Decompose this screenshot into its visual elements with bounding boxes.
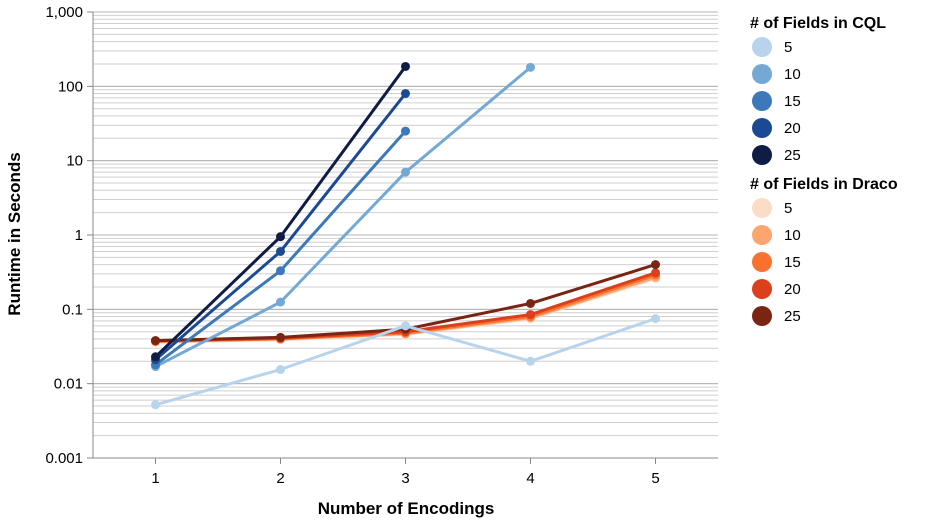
legend-label: 10	[784, 66, 801, 83]
legend-label: 5	[784, 200, 792, 217]
y-tick-label: 10	[66, 153, 83, 170]
series--of-fields-in-cql15	[151, 126, 410, 370]
data-point	[151, 400, 160, 410]
legend-label: 15	[784, 254, 801, 271]
y-tick-label: 0.001	[45, 450, 83, 467]
series-line	[154, 65, 532, 369]
y-tick-label: 0.1	[62, 301, 83, 318]
legend-swatch	[752, 145, 772, 165]
legend-label: 25	[784, 308, 801, 325]
legend-swatch	[752, 37, 772, 57]
series--of-fields-in-cql20	[151, 89, 410, 365]
legend-title: # of Fields in Draco	[750, 176, 898, 193]
data-point	[526, 298, 535, 308]
data-point	[276, 365, 285, 375]
data-point	[651, 268, 660, 278]
legend-swatch	[752, 91, 772, 111]
legend-label: 20	[784, 120, 801, 137]
series--of-fields-in-cql5	[151, 314, 660, 410]
legend-label: 5	[784, 39, 792, 56]
series--of-fields-in-cql25	[151, 61, 410, 362]
data-point	[526, 356, 535, 366]
x-tick-label: 2	[276, 470, 284, 487]
y-tick-label: 0.01	[54, 376, 83, 393]
legend-label: 15	[784, 93, 801, 110]
legend-swatch	[752, 198, 772, 218]
legend-swatch	[752, 306, 772, 326]
data-point	[401, 61, 410, 71]
y-axis-title: Runtime in Seconds	[5, 152, 24, 315]
legends: # of Fields in CQL 5 10 15 20 25 # of Fields i…	[750, 15, 898, 326]
y-tick-label: 100	[58, 78, 83, 95]
x-axis-title: Number of Encodings	[318, 499, 495, 518]
legend-label: 20	[784, 281, 801, 298]
legend-swatch	[752, 252, 772, 272]
legend-label: 25	[784, 147, 801, 164]
data-point	[401, 89, 410, 99]
data-point	[401, 167, 410, 177]
data-point	[526, 62, 535, 72]
data-point	[276, 297, 285, 307]
data-point	[401, 321, 410, 331]
data-point	[151, 336, 160, 346]
data-point	[401, 126, 410, 136]
series-lines	[151, 61, 660, 410]
data-point	[276, 232, 285, 242]
x-tick-label: 5	[651, 470, 659, 487]
legend-swatch	[752, 118, 772, 138]
x-tick-label: 4	[526, 470, 534, 487]
y-tick-label: 1	[75, 227, 83, 244]
data-point	[651, 260, 660, 270]
legend-label: 10	[784, 227, 801, 244]
legend-swatch	[752, 225, 772, 245]
grid-lines	[93, 11, 718, 459]
x-tick-label: 1	[151, 470, 159, 487]
data-point	[276, 266, 285, 276]
data-point	[276, 246, 285, 256]
data-point	[526, 310, 535, 320]
legend-swatch	[752, 64, 772, 84]
x-tick-label: 3	[401, 470, 409, 487]
data-point	[151, 352, 160, 362]
legend-swatch	[752, 279, 772, 299]
legend-title: # of Fields in CQL	[750, 15, 886, 32]
data-point	[651, 314, 660, 324]
axes: 0.001 0.01 0.1 1 10 100 1,000 1 2 3 4 5	[45, 4, 718, 487]
y-tick-label: 1,000	[45, 4, 83, 21]
data-point	[276, 332, 285, 342]
